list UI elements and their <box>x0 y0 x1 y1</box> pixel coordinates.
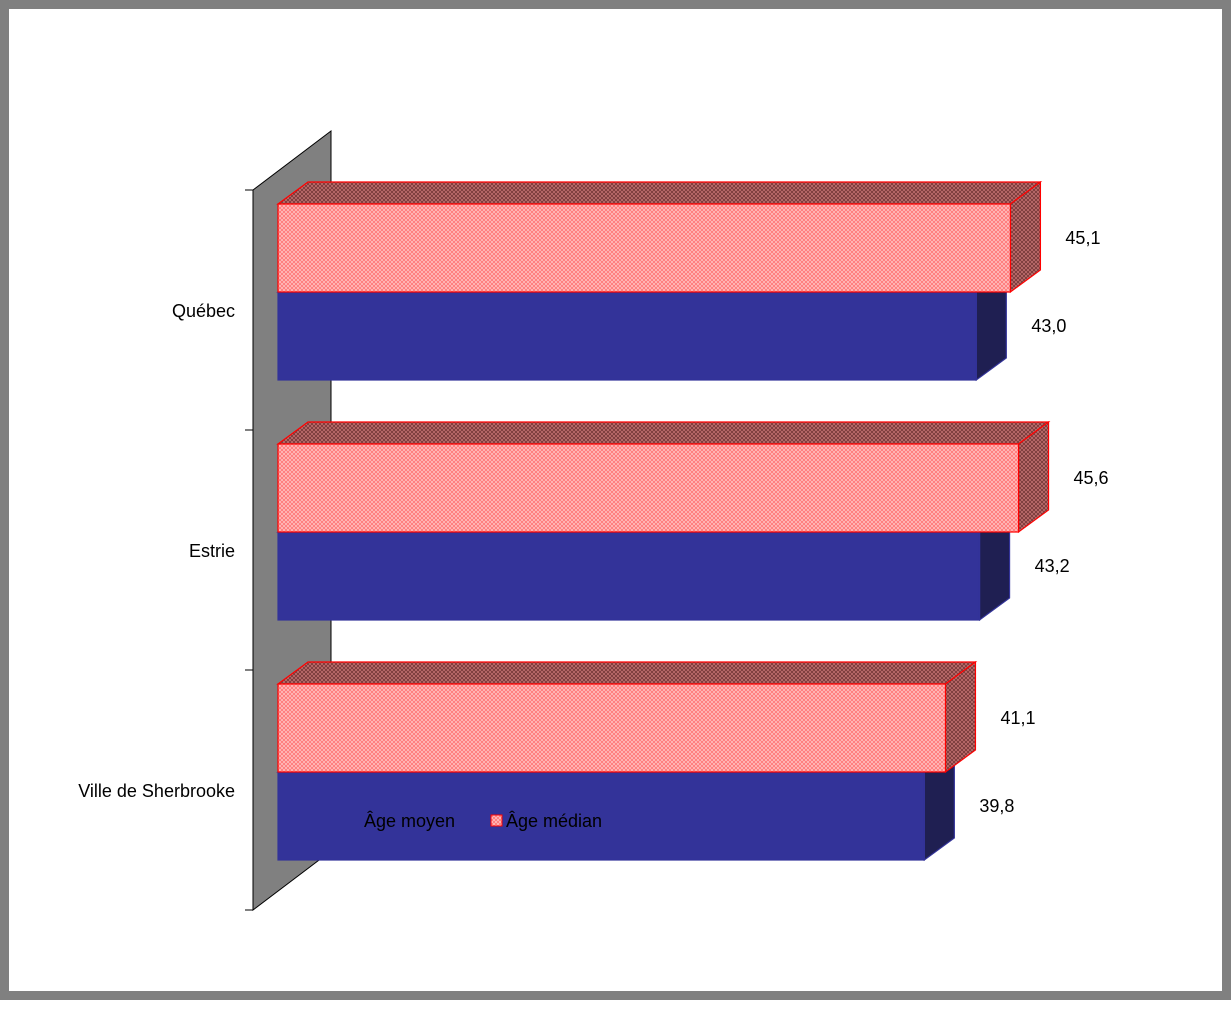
category-label: Estrie <box>189 541 235 561</box>
bar-age-median <box>277 443 1020 533</box>
data-label-age-moyen: 43,0 <box>1031 316 1066 336</box>
legend-label: Âge moyen <box>364 811 455 831</box>
data-label-age-moyen: 43,2 <box>1035 556 1070 576</box>
bar-age-moyen <box>277 291 977 381</box>
data-label-age-median: 41,1 <box>1000 708 1035 728</box>
bar-top-face <box>276 181 1043 205</box>
bar-age-moyen <box>277 771 925 861</box>
bar-top-face <box>276 661 978 685</box>
legend-swatch <box>348 814 361 827</box>
data-label-age-median: 45,6 <box>1074 468 1109 488</box>
category-label: Québec <box>172 301 235 321</box>
data-label-age-median: 45,1 <box>1065 228 1100 248</box>
bar-age-moyen <box>277 531 981 621</box>
legend-swatch <box>490 814 503 827</box>
category-label: Ville de Sherbrooke <box>78 781 235 801</box>
bar-age-median <box>277 683 947 773</box>
bar-age-median <box>277 203 1012 293</box>
data-label-age-moyen: 39,8 <box>979 796 1014 816</box>
bar-chart: Québec 43,0 45,1 Estrie 43,2 45,6 Ville de She… <box>78 129 1109 912</box>
legend-label: Âge médian <box>506 811 602 831</box>
bar-top-face <box>276 421 1051 445</box>
